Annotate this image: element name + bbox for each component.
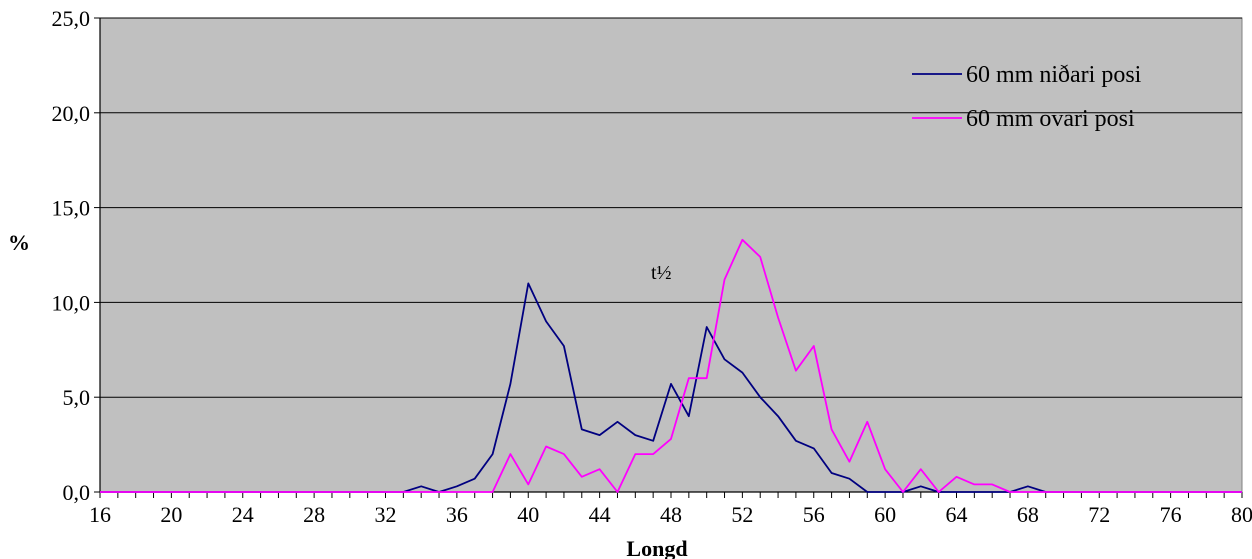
plot-area — [99, 17, 1243, 493]
y-tick-label: 25,0 — [52, 6, 91, 31]
chart-annotation: t½ — [651, 262, 672, 284]
legend-label: 60 mm ovari posi — [966, 106, 1135, 132]
legend-label: 60 mm niðari posi — [966, 62, 1142, 88]
x-tick-label: 56 — [803, 502, 825, 527]
x-tick-label: 32 — [375, 502, 397, 527]
x-tick-label: 52 — [731, 502, 753, 527]
x-tick-label: 44 — [589, 502, 611, 527]
axes: 0,0 5,0 10,0 15,0 20,0 25,0 16 20 24 28 32 36 40 44 48… — [52, 6, 1252, 527]
x-tick-label: 72 — [1088, 502, 1110, 527]
x-tick-label: 40 — [517, 502, 539, 527]
x-tick-label: 20 — [160, 502, 182, 527]
x-tick-label: 24 — [232, 502, 254, 527]
x-tick-label: 48 — [660, 502, 682, 527]
x-tick-label: 80 — [1231, 502, 1252, 527]
x-tick-label: 16 — [89, 502, 111, 527]
y-tick-label: 20,0 — [52, 101, 91, 126]
legend: 60 mm niðari posi 60 mm ovari posi — [912, 62, 1142, 132]
x-tick-label: 76 — [1160, 502, 1182, 527]
gridlines — [100, 17, 1242, 398]
series-line-2 — [100, 238, 1242, 493]
y-tick-label: 10,0 — [52, 290, 91, 315]
series-lines — [100, 238, 1242, 493]
y-axis-title: % — [8, 230, 30, 255]
x-tick-label: 60 — [874, 502, 896, 527]
x-tick-label: 28 — [303, 502, 325, 527]
x-axis-title: Longd — [626, 536, 687, 559]
y-tick-label: 5,0 — [63, 385, 91, 410]
x-tick-label: 68 — [1017, 502, 1039, 527]
y-tick-label: 0,0 — [63, 480, 91, 505]
x-tick-label: 36 — [446, 502, 468, 527]
y-tick-label: 15,0 — [52, 196, 91, 221]
x-tick-label: 64 — [946, 502, 968, 527]
